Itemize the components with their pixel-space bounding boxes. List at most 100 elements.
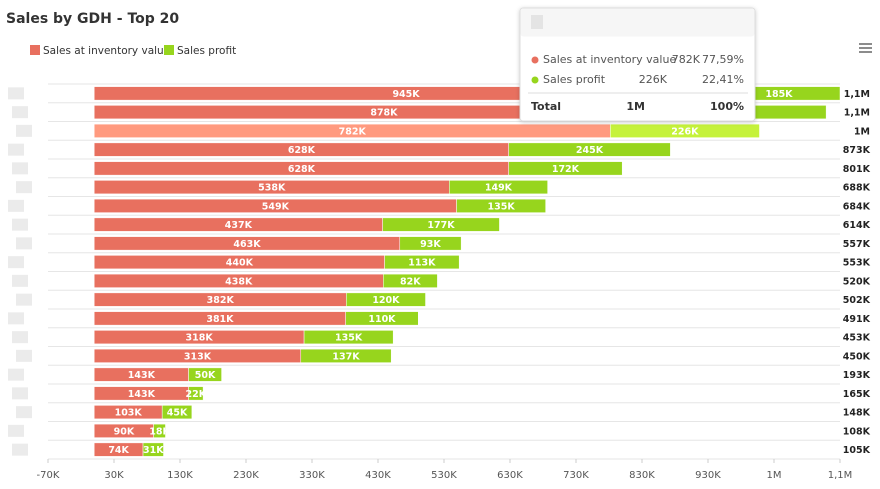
data-label: 782K <box>339 126 367 137</box>
data-label: 878K <box>370 108 398 119</box>
total-label: 453K <box>843 333 871 344</box>
category-placeholder <box>8 256 24 269</box>
total-label: 520K <box>843 276 871 287</box>
tooltip-series-name: Sales at inventory value <box>543 53 676 66</box>
data-label: 143K <box>128 370 156 381</box>
bar-segment <box>508 142 671 157</box>
category-placeholder <box>16 293 32 306</box>
legend-swatch <box>164 45 174 55</box>
total-label: 165K <box>843 389 871 400</box>
category-placeholder <box>12 162 28 175</box>
bar-segment <box>153 423 166 438</box>
data-label: 149K <box>485 183 513 194</box>
total-label: 491K <box>843 314 871 325</box>
category-placeholder <box>12 331 28 344</box>
tooltip-total-label: Total <box>531 100 561 113</box>
tooltip-marker <box>531 76 539 84</box>
total-label: 557K <box>843 239 871 250</box>
chart-title: Sales by GDH - Top 20 <box>6 11 179 27</box>
category-placeholder <box>16 349 32 362</box>
x-tick-label: 530K <box>431 470 457 481</box>
data-label: 313K <box>184 351 212 362</box>
data-label: 185K <box>765 89 793 100</box>
tooltip-percent: 77,59% <box>702 53 744 66</box>
category-placeholder <box>16 406 32 419</box>
data-label: 628K <box>288 164 316 175</box>
x-tick-label: 830K <box>629 470 655 481</box>
data-label: 135K <box>335 333 363 344</box>
total-label: 1M <box>854 126 870 137</box>
total-label: 148K <box>843 408 871 419</box>
legend-label[interactable]: Sales at inventory value <box>43 45 170 57</box>
bar-segment <box>508 161 623 176</box>
bar-segment <box>610 123 760 138</box>
x-tick-label: 230K <box>233 470 259 481</box>
total-label: 105K <box>843 445 871 456</box>
legend-label[interactable]: Sales profit <box>177 45 236 57</box>
data-label: 50K <box>195 370 216 381</box>
total-label: 1,1M <box>844 89 870 100</box>
data-label: 538K <box>258 183 286 194</box>
tooltip: Sales at inventory value 782K 77,59% Sal… <box>519 7 756 122</box>
data-label: 110K <box>368 314 396 325</box>
x-tick-label: 30K <box>104 470 124 481</box>
bar-segment <box>449 180 548 195</box>
data-label: 226K <box>671 126 699 137</box>
data-label: 318K <box>186 333 214 344</box>
tooltip-total-value: 1M <box>626 100 645 113</box>
x-tick-label: 1,1M <box>828 470 853 481</box>
category-placeholder <box>8 143 24 156</box>
data-label: 172K <box>552 164 580 175</box>
category-placeholder <box>12 218 28 231</box>
tooltip-total-percent: 100% <box>710 100 744 113</box>
tooltip-series-name: Sales profit <box>543 73 606 86</box>
bar-segment <box>188 386 204 401</box>
data-label: 82K <box>400 276 421 287</box>
data-label: 31K <box>143 445 164 456</box>
x-tick-label: 730K <box>563 470 589 481</box>
x-tick-label: -70K <box>37 470 60 481</box>
bar-segment <box>399 236 462 251</box>
category-placeholder <box>8 424 24 437</box>
data-label: 137K <box>332 351 360 362</box>
data-label: 74K <box>108 445 129 456</box>
data-label: 382K <box>207 295 235 306</box>
total-label: 193K <box>843 370 871 381</box>
data-label: 628K <box>288 145 316 156</box>
data-label: 440K <box>226 258 254 269</box>
bar-segment <box>188 367 222 382</box>
x-tick-label: 330K <box>299 470 325 481</box>
data-label: 437K <box>225 220 253 231</box>
data-label: 177K <box>427 220 455 231</box>
bar-segment <box>345 311 419 326</box>
data-label: 245K <box>576 145 604 156</box>
total-label: 684K <box>843 201 871 212</box>
data-label: 22K <box>186 389 207 400</box>
bar-segment <box>346 292 426 307</box>
data-label: 18K <box>149 426 170 437</box>
bar-segment <box>456 198 546 213</box>
category-placeholder <box>8 199 24 212</box>
data-label: 45K <box>167 408 188 419</box>
total-label: 1,1M <box>844 108 870 119</box>
total-label: 553K <box>843 258 871 269</box>
total-label: 450K <box>843 351 871 362</box>
tooltip-value: 782K <box>672 53 701 66</box>
data-label: 549K <box>262 201 290 212</box>
x-tick-label: 1M <box>767 470 782 481</box>
data-label: 135K <box>487 201 515 212</box>
menu-button[interactable] <box>856 40 874 56</box>
x-tick-label: 130K <box>167 470 193 481</box>
data-label: 381K <box>206 314 234 325</box>
total-label: 801K <box>843 164 871 175</box>
category-placeholder <box>8 87 24 100</box>
data-label: 93K <box>420 239 441 250</box>
bar-segment <box>303 330 394 345</box>
category-placeholder <box>12 387 28 400</box>
data-label: 113K <box>408 258 436 269</box>
category-placeholder <box>12 106 28 119</box>
bar-segment <box>142 442 164 457</box>
tooltip-value: 226K <box>639 73 668 86</box>
data-label: 143K <box>128 389 156 400</box>
tooltip-percent: 22,41% <box>702 73 744 86</box>
